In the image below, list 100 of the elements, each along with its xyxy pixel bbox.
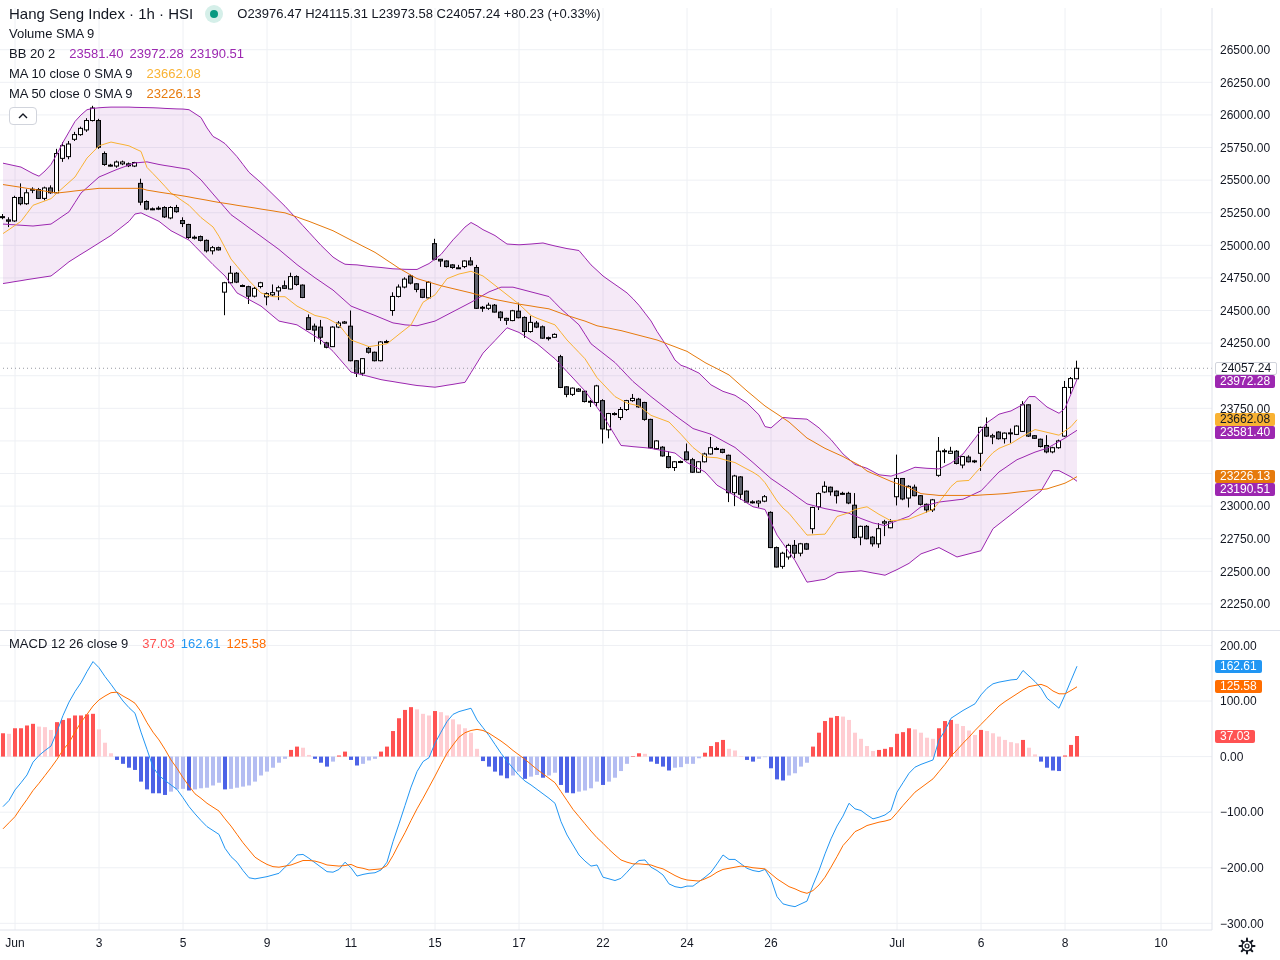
text: 24057.24 <box>1215 360 1278 375</box>
bar <box>97 729 101 757</box>
bar <box>979 729 983 757</box>
bar <box>877 749 881 757</box>
line-series <box>2 212 1078 583</box>
bar <box>823 721 827 757</box>
x-tick-label: 10 <box>1154 935 1168 950</box>
bar <box>607 756 611 782</box>
text: 23662.08 <box>1220 412 1271 427</box>
bar <box>319 756 323 763</box>
bar <box>1039 756 1043 762</box>
bar <box>157 756 161 794</box>
x-tick-label: 17 <box>512 935 526 950</box>
bar <box>67 718 71 757</box>
bar <box>829 717 833 757</box>
bar <box>235 756 239 788</box>
bar <box>403 709 407 757</box>
bar <box>691 756 695 764</box>
bar <box>493 756 497 772</box>
bar <box>223 756 227 790</box>
bar <box>613 756 617 778</box>
bar <box>595 756 599 782</box>
bar <box>1 733 5 757</box>
y-tick-label: 25500.00 <box>1220 173 1271 188</box>
bar <box>589 756 593 789</box>
bar <box>853 732 857 757</box>
bar <box>1069 744 1073 757</box>
bar <box>301 747 305 757</box>
bar <box>391 731 395 757</box>
bar <box>469 732 473 757</box>
bar <box>1045 756 1049 768</box>
bar <box>253 756 257 782</box>
bar <box>667 756 671 771</box>
x-tick-label: 6 <box>977 935 985 950</box>
annotation: MA 50 close 0 SMA 9 <box>9 85 133 103</box>
annotation: 23190.51 <box>189 45 244 63</box>
bar <box>433 711 437 757</box>
bar <box>499 756 503 776</box>
line-series <box>2 106 1078 477</box>
bar <box>217 756 221 783</box>
bar <box>847 719 851 757</box>
candlestick <box>810 506 815 535</box>
bar <box>241 756 245 787</box>
y-tick-label: 25750.00 <box>1220 140 1271 155</box>
bar <box>343 751 347 757</box>
text: 162.61 <box>1220 658 1257 673</box>
annotation: 37.03 <box>142 635 175 653</box>
bar <box>637 753 641 757</box>
annotation: 23972.28 <box>129 45 184 63</box>
bar <box>577 756 581 792</box>
bar <box>565 756 569 793</box>
y-tick-label: 25000.00 <box>1220 238 1271 253</box>
y-tick-label: 200.00 <box>1220 638 1258 653</box>
y-tick-label: 22750.00 <box>1220 531 1271 546</box>
bar <box>49 729 53 757</box>
bar <box>967 730 971 757</box>
text: 23226.13 <box>1220 469 1271 484</box>
bar <box>349 756 353 760</box>
x-tick-label: 15 <box>428 935 442 950</box>
bar <box>211 756 215 786</box>
bar <box>715 742 719 757</box>
annotation: 125.58 <box>226 635 267 653</box>
bar <box>37 726 41 757</box>
y-tick-label: 25250.00 <box>1220 205 1271 220</box>
y-tick-label: 26250.00 <box>1220 75 1271 90</box>
bar <box>13 728 17 757</box>
bar <box>325 756 329 767</box>
x-tick-label: 3 <box>95 935 103 950</box>
bar <box>295 746 299 757</box>
bar <box>619 756 623 772</box>
bar <box>421 713 425 757</box>
bar <box>523 756 527 779</box>
bar <box>799 756 803 767</box>
text: 23972.28 <box>1220 373 1271 388</box>
bar <box>811 746 815 757</box>
bar <box>571 756 575 794</box>
bar <box>475 748 479 757</box>
bar <box>805 756 809 763</box>
chart-title: Hang Seng Index · 1h · HSI <box>9 4 194 24</box>
bar <box>559 756 563 785</box>
bar <box>919 732 923 757</box>
y-tick-label: 22500.00 <box>1220 564 1271 579</box>
x-tick-label: 5 <box>179 935 187 950</box>
bar <box>1009 742 1013 757</box>
bar <box>661 756 665 767</box>
x-tick-label: 9 <box>263 935 271 950</box>
annotation: Volume SMA 9 <box>9 25 95 43</box>
bar <box>517 756 521 772</box>
bar <box>415 709 419 757</box>
bar <box>61 719 65 757</box>
bar <box>229 756 233 789</box>
chart-title: MACD 12 26 close 9 <box>9 635 129 653</box>
bar <box>751 756 755 762</box>
x-tick-label: 11 <box>344 935 358 950</box>
bar <box>835 716 839 757</box>
bar <box>265 756 269 772</box>
bar <box>769 756 773 769</box>
annotation: 162.61 <box>180 635 221 653</box>
bar <box>793 756 797 774</box>
x-tick-label: 26 <box>764 935 778 950</box>
